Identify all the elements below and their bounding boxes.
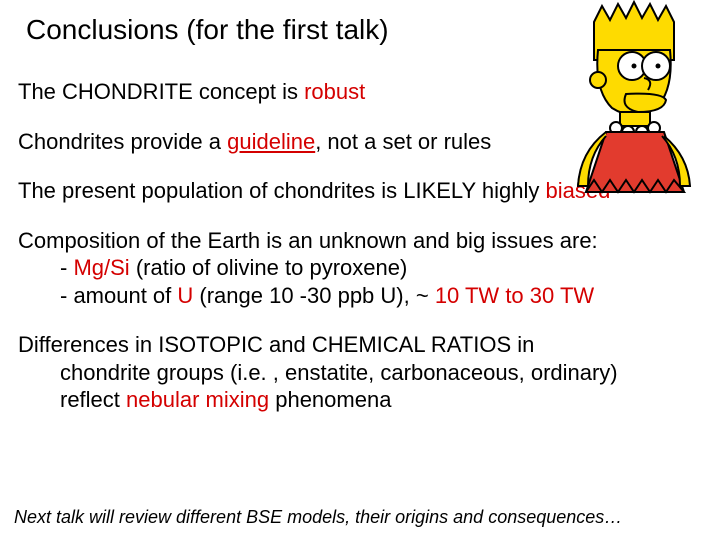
text: - xyxy=(60,255,73,280)
text: phenomena xyxy=(269,387,391,412)
text: , not a set or rules xyxy=(315,129,491,154)
bullet-5-line3: reflect nebular mixing phenomena xyxy=(60,386,702,414)
text-accent: guideline xyxy=(227,129,315,154)
bullet-5-group: Differences in ISOTOPIC and CHEMICAL RAT… xyxy=(18,331,702,414)
text-accent: nebular mixing xyxy=(126,387,269,412)
text-accent: robust xyxy=(304,79,365,104)
text: - amount of xyxy=(60,283,177,308)
bullet-4-line1: Composition of the Earth is an unknown a… xyxy=(18,227,702,255)
footer-note: Next talk will review different BSE mode… xyxy=(14,507,706,528)
text: The present population of chondrites is … xyxy=(18,178,546,203)
bullet-4-line3: - amount of U (range 10 -30 ppb U), ~ 10… xyxy=(60,282,702,310)
text-accent: U xyxy=(177,283,199,308)
text: (range 10 -30 ppb U), ~ xyxy=(199,283,434,308)
bullet-5-line1: Differences in ISOTOPIC and CHEMICAL RAT… xyxy=(18,331,702,359)
text-accent: 10 TW to 30 TW xyxy=(435,283,594,308)
text-accent: Mg/Si xyxy=(73,255,129,280)
text: Chondrites provide a xyxy=(18,129,227,154)
text: (ratio of olivine to pyroxene) xyxy=(130,255,408,280)
cartoon-character-icon xyxy=(554,0,712,194)
bullet-5-line2: chondrite groups (i.e. , enstatite, carb… xyxy=(60,359,702,387)
text: reflect xyxy=(60,387,126,412)
bullet-4-group: Composition of the Earth is an unknown a… xyxy=(18,227,702,310)
text: The CHONDRITE concept is xyxy=(18,79,304,104)
slide: Conclusions (for the first talk) Th xyxy=(0,0,720,540)
bullet-4-line2: - Mg/Si (ratio of olivine to pyroxene) xyxy=(60,254,702,282)
